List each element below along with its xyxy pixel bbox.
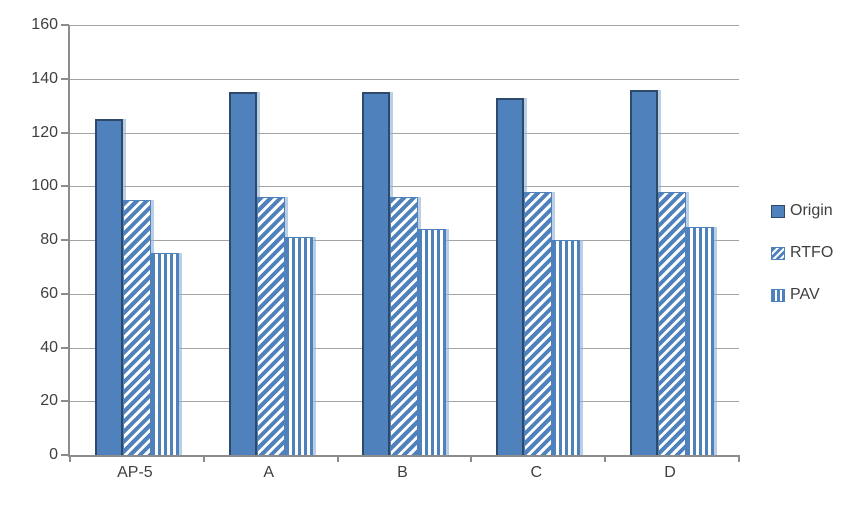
y-axis-label-0: 0: [49, 446, 58, 463]
y-tick-160: [61, 24, 69, 26]
gridline-y160: [70, 25, 739, 26]
bar-rtfo-C: [524, 191, 553, 455]
y-axis-labels: 0 20 40 60 80 100 120 140 160: [0, 16, 58, 463]
legend-label-pav: PAV: [790, 286, 820, 303]
x-axis-label-D: D: [664, 464, 676, 481]
y-axis-label-120: 120: [31, 123, 58, 141]
legend-swatch-rtfo-icon: [771, 246, 785, 260]
bar-pav-C: [552, 240, 581, 455]
y-tick-0: [61, 454, 69, 456]
bar-pav-AP-5: [150, 253, 179, 455]
bar-group-A: [204, 25, 338, 455]
bar-rtfo-B: [390, 197, 419, 455]
legend-swatch-origin-icon: [771, 204, 785, 218]
legend-label-origin: Origin: [790, 202, 833, 219]
bar-pav-D: [686, 226, 715, 455]
bar-origin-D: [630, 89, 659, 455]
bar-group-C: [471, 25, 605, 455]
bar-origin-C: [496, 97, 525, 455]
y-tick-140: [61, 77, 69, 80]
x-axis-label-B: B: [397, 464, 408, 481]
y-axis-label-80: 80: [40, 231, 58, 248]
gridline-y120: [70, 132, 739, 134]
bar-groups: [70, 25, 739, 455]
bar-origin-AP-5: [94, 119, 123, 455]
x-axis-labels: AP-5 A B C D: [68, 464, 737, 482]
y-axis-label-40: 40: [40, 338, 58, 356]
gridline-y100: [70, 186, 739, 188]
bar-pav-B: [418, 229, 447, 455]
bar-group-D: [605, 25, 739, 455]
legend-item-rtfo: RTFO: [771, 244, 833, 262]
y-tick-120: [61, 131, 69, 134]
legend-item-pav: PAV: [771, 286, 833, 304]
y-axis-label-100: 100: [31, 177, 58, 195]
x-axis-label-AP-5: AP-5: [117, 464, 153, 481]
bar-origin-A: [228, 92, 257, 455]
x-tick-3: [470, 455, 473, 462]
legend-swatch-pav-icon: [771, 288, 785, 302]
bar-group-AP-5: [70, 25, 204, 455]
legend-label-rtfo: RTFO: [790, 244, 834, 261]
y-tick-80: [61, 239, 69, 241]
y-axis-label-20: 20: [40, 392, 58, 410]
bar-rtfo-D: [658, 191, 687, 455]
legend-item-origin: Origin: [771, 202, 833, 220]
legend: Origin RTFO PAV: [771, 202, 833, 304]
bar-origin-B: [362, 92, 391, 455]
bar-pav-A: [284, 237, 313, 455]
x-tick-4: [604, 455, 607, 462]
plot-area: [61, 24, 740, 462]
y-axis-label-160: 160: [31, 16, 58, 33]
x-tick-5: [738, 455, 740, 462]
bar-rtfo-AP-5: [122, 199, 151, 455]
y-tick-60: [61, 292, 69, 295]
x-tick-2: [336, 455, 339, 462]
y-tick-100: [61, 185, 69, 188]
y-axis-label-140: 140: [31, 69, 58, 87]
x-tick-1: [202, 455, 205, 462]
y-tick-20: [61, 400, 69, 403]
bar-group-B: [338, 25, 472, 455]
y-axis-label-60: 60: [40, 284, 58, 302]
x-axis-label-A: A: [263, 464, 275, 481]
y-tick-40: [61, 346, 69, 349]
bar-rtfo-A: [256, 197, 285, 455]
gridline-y140: [70, 78, 739, 80]
x-axis-label-C: C: [530, 464, 543, 481]
x-tick-0: [69, 455, 71, 462]
